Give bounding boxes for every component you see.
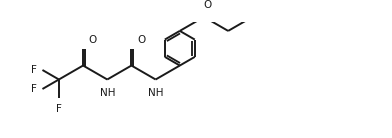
Text: F: F	[56, 104, 62, 114]
Text: F: F	[31, 84, 37, 94]
Text: NH: NH	[148, 88, 163, 98]
Text: O: O	[203, 0, 211, 10]
Text: O: O	[137, 35, 145, 45]
Text: F: F	[31, 65, 37, 75]
Text: NH: NH	[100, 88, 115, 98]
Text: O: O	[89, 35, 97, 45]
